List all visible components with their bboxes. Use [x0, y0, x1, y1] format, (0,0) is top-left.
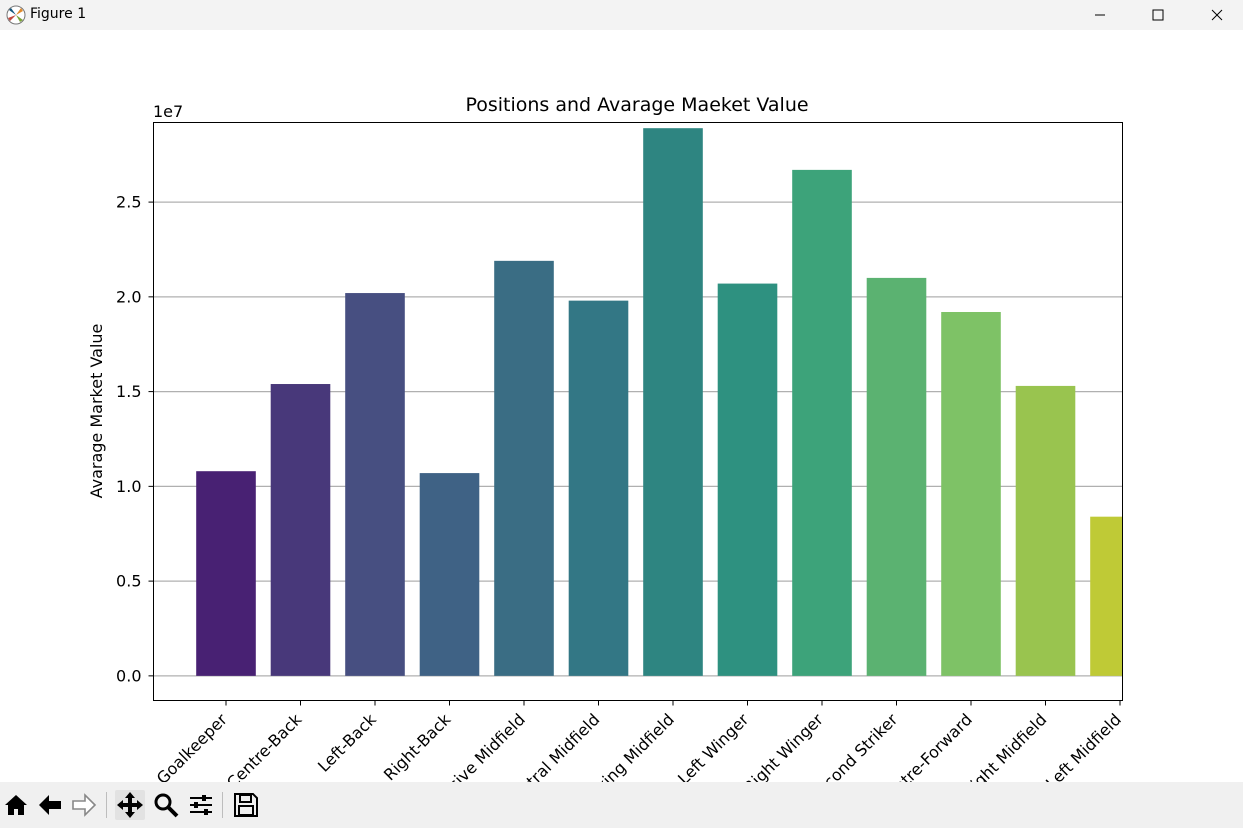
y-tick-label: 0.0: [116, 666, 141, 685]
y-tick-label: 2.5: [116, 193, 141, 212]
pan-button[interactable]: [115, 790, 145, 820]
configure-subplots-button[interactable]: [186, 790, 216, 820]
bar: [866, 277, 927, 676]
zoom-magnifier-icon: [154, 793, 179, 818]
bar: [419, 473, 480, 676]
home-icon: [5, 795, 27, 815]
bar: [941, 312, 1001, 676]
save-button[interactable]: [231, 790, 261, 820]
close-icon: [1211, 9, 1223, 21]
bar: [196, 471, 256, 676]
matplotlib-app-icon: [6, 5, 26, 25]
back-button[interactable]: [35, 790, 65, 820]
x-tick-label: Right Winger: [740, 710, 827, 782]
x-tick-label: Right-Back: [380, 709, 455, 782]
close-button[interactable]: [1194, 0, 1240, 30]
forward-button[interactable]: [69, 790, 99, 820]
bar: [1015, 385, 1076, 676]
pan-move-icon: [117, 792, 143, 818]
bar: [494, 260, 554, 676]
save-icon: [234, 793, 258, 817]
bar: [568, 300, 629, 676]
bar: [792, 169, 852, 676]
y-offset-text: 1e7: [153, 102, 183, 121]
axes-frame: [153, 122, 1123, 701]
x-tick-label: Goalkeeper: [153, 710, 231, 782]
figure-canvas[interactable]: 0.0 0.5 1.0 1.5 2.0 2.5 Goalkeeper Centre-Back…: [0, 30, 1243, 828]
home-button[interactable]: [1, 790, 31, 820]
zoom-button[interactable]: [151, 790, 181, 820]
bar: [717, 283, 778, 676]
y-tick-label: 0.5: [116, 572, 141, 591]
x-tick-label: Left Midfield: [1042, 710, 1125, 782]
y-axis-label: Avarage Market Value: [87, 324, 106, 499]
bar-chart: 0.0 0.5 1.0 1.5 2.0 2.5 GoalkeeperCentre-Back…: [87, 94, 1125, 828]
bars: [196, 128, 1123, 676]
y-tick-label: 1.0: [116, 477, 141, 496]
bar: [345, 293, 405, 676]
x-tick-label: Left-Back: [314, 709, 380, 775]
maximize-button[interactable]: [1135, 0, 1181, 30]
y-tick-label: 1.5: [116, 382, 141, 401]
x-tick-label: Centre-Back: [223, 709, 306, 782]
bar: [1090, 516, 1123, 676]
y-ticks: 0.0 0.5 1.0 1.5 2.0 2.5: [116, 193, 154, 685]
maximize-icon: [1152, 9, 1164, 21]
y-tick-label: 2.0: [116, 287, 141, 306]
forward-arrow-icon: [72, 793, 97, 817]
window-title: Figure 1: [30, 6, 87, 22]
configure-subplots-icon: [190, 795, 212, 815]
x-tick-label: Left Winger: [674, 710, 753, 782]
minimize-icon: [1095, 14, 1105, 16]
toolbar-separator: [222, 792, 223, 818]
navigation-toolbar: [0, 782, 1243, 828]
minimize-button[interactable]: [1077, 0, 1123, 30]
toolbar-separator: [106, 792, 107, 818]
bar: [643, 128, 703, 676]
bar: [270, 384, 331, 676]
back-arrow-icon: [39, 795, 61, 815]
window-titlebar: Figure 1: [0, 0, 1243, 30]
chart-title: Positions and Avarage Maeket Value: [465, 94, 808, 116]
